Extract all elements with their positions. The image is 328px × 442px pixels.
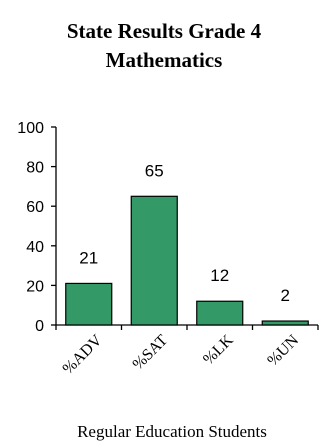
data-label: 21 bbox=[79, 248, 98, 267]
y-tick-label: 0 bbox=[35, 318, 44, 335]
x-axis-label: Regular Education Students bbox=[77, 422, 267, 441]
y-tick-label: 40 bbox=[26, 239, 44, 256]
data-label: 65 bbox=[145, 161, 164, 180]
y-tick-label: 100 bbox=[17, 120, 44, 137]
x-tick-label: %SAT bbox=[130, 332, 172, 374]
x-tick-label: %LK bbox=[200, 331, 237, 368]
chart-title-line-2: Mathematics bbox=[106, 48, 223, 72]
chart-title-line-1: State Results Grade 4 bbox=[67, 19, 262, 43]
bar-adv bbox=[65, 282, 113, 326]
plot-area: 0 20 40 60 80 100 21 %ADV 65 %SAT 12 %LK 2 %UN bbox=[17, 120, 319, 378]
data-label: 2 bbox=[281, 286, 290, 305]
y-tick-label: 60 bbox=[26, 199, 44, 216]
bar-lk bbox=[196, 300, 244, 326]
x-tick-label: %ADV bbox=[60, 331, 106, 377]
bar-un bbox=[261, 320, 309, 326]
bar-sat bbox=[130, 195, 178, 326]
y-tick-label: 80 bbox=[26, 160, 44, 177]
x-tick-label: %UN bbox=[264, 331, 302, 369]
data-label: 12 bbox=[210, 266, 229, 285]
y-tick-label: 20 bbox=[26, 278, 44, 295]
